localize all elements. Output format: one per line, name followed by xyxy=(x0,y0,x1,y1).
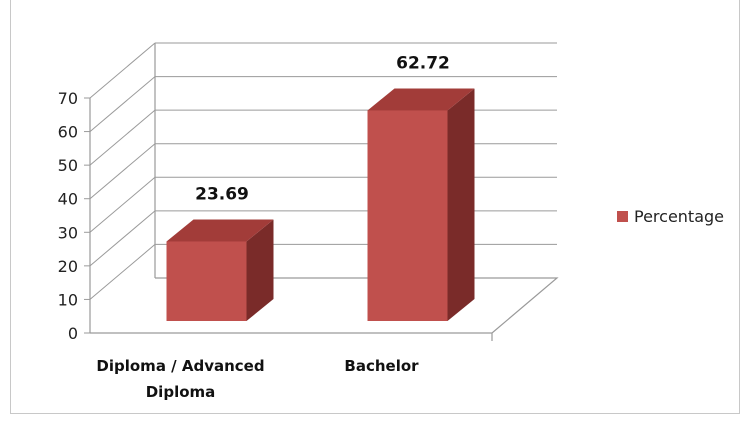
category-label: Diploma / Advanced Diploma xyxy=(96,357,264,401)
y-tick-label: 60 xyxy=(58,123,78,142)
bar-front xyxy=(367,110,448,321)
y-tick-label: 20 xyxy=(58,257,78,276)
y-tick-label: 30 xyxy=(58,223,78,242)
legend-label-percentage: Percentage xyxy=(634,207,724,226)
legend-swatch-percentage xyxy=(617,211,628,222)
bar-side xyxy=(447,88,475,321)
gridline-side-60 xyxy=(89,76,156,132)
y-tick-label: 0 xyxy=(68,324,78,343)
y-tick-label: 70 xyxy=(58,89,78,108)
bar-1 xyxy=(367,88,475,321)
bar-top xyxy=(367,88,475,111)
grid-layer xyxy=(89,42,559,341)
y-axis-ticks: 0 10 20 30 40 50 60 70 xyxy=(58,89,90,343)
bar-front xyxy=(166,241,247,321)
bar-top xyxy=(166,219,274,242)
y-tick-label: 40 xyxy=(58,190,78,209)
bar-0 xyxy=(166,219,274,321)
floor-outline xyxy=(90,277,559,334)
gridline-side-10 xyxy=(89,244,156,300)
data-label: 62.72 xyxy=(396,53,450,73)
gridline-side-30 xyxy=(89,176,156,233)
bars xyxy=(166,88,475,321)
data-label: 23.69 xyxy=(195,184,249,204)
bar-side xyxy=(246,219,274,321)
legend: Percentage xyxy=(617,207,724,226)
y-tick-label: 10 xyxy=(58,290,78,309)
gridline-side-40 xyxy=(89,143,156,200)
gridline-side-20 xyxy=(89,210,156,267)
x-axis-categories: Diploma / Advanced Diploma Bachelor xyxy=(96,357,419,401)
gridline-side-70 xyxy=(89,42,156,99)
chart-frame xyxy=(10,0,740,414)
category-label: Bachelor xyxy=(344,357,419,375)
gridline-side-50 xyxy=(89,109,156,166)
data-labels: 23.69 62.72 xyxy=(195,53,450,204)
y-tick-label: 50 xyxy=(58,156,78,175)
